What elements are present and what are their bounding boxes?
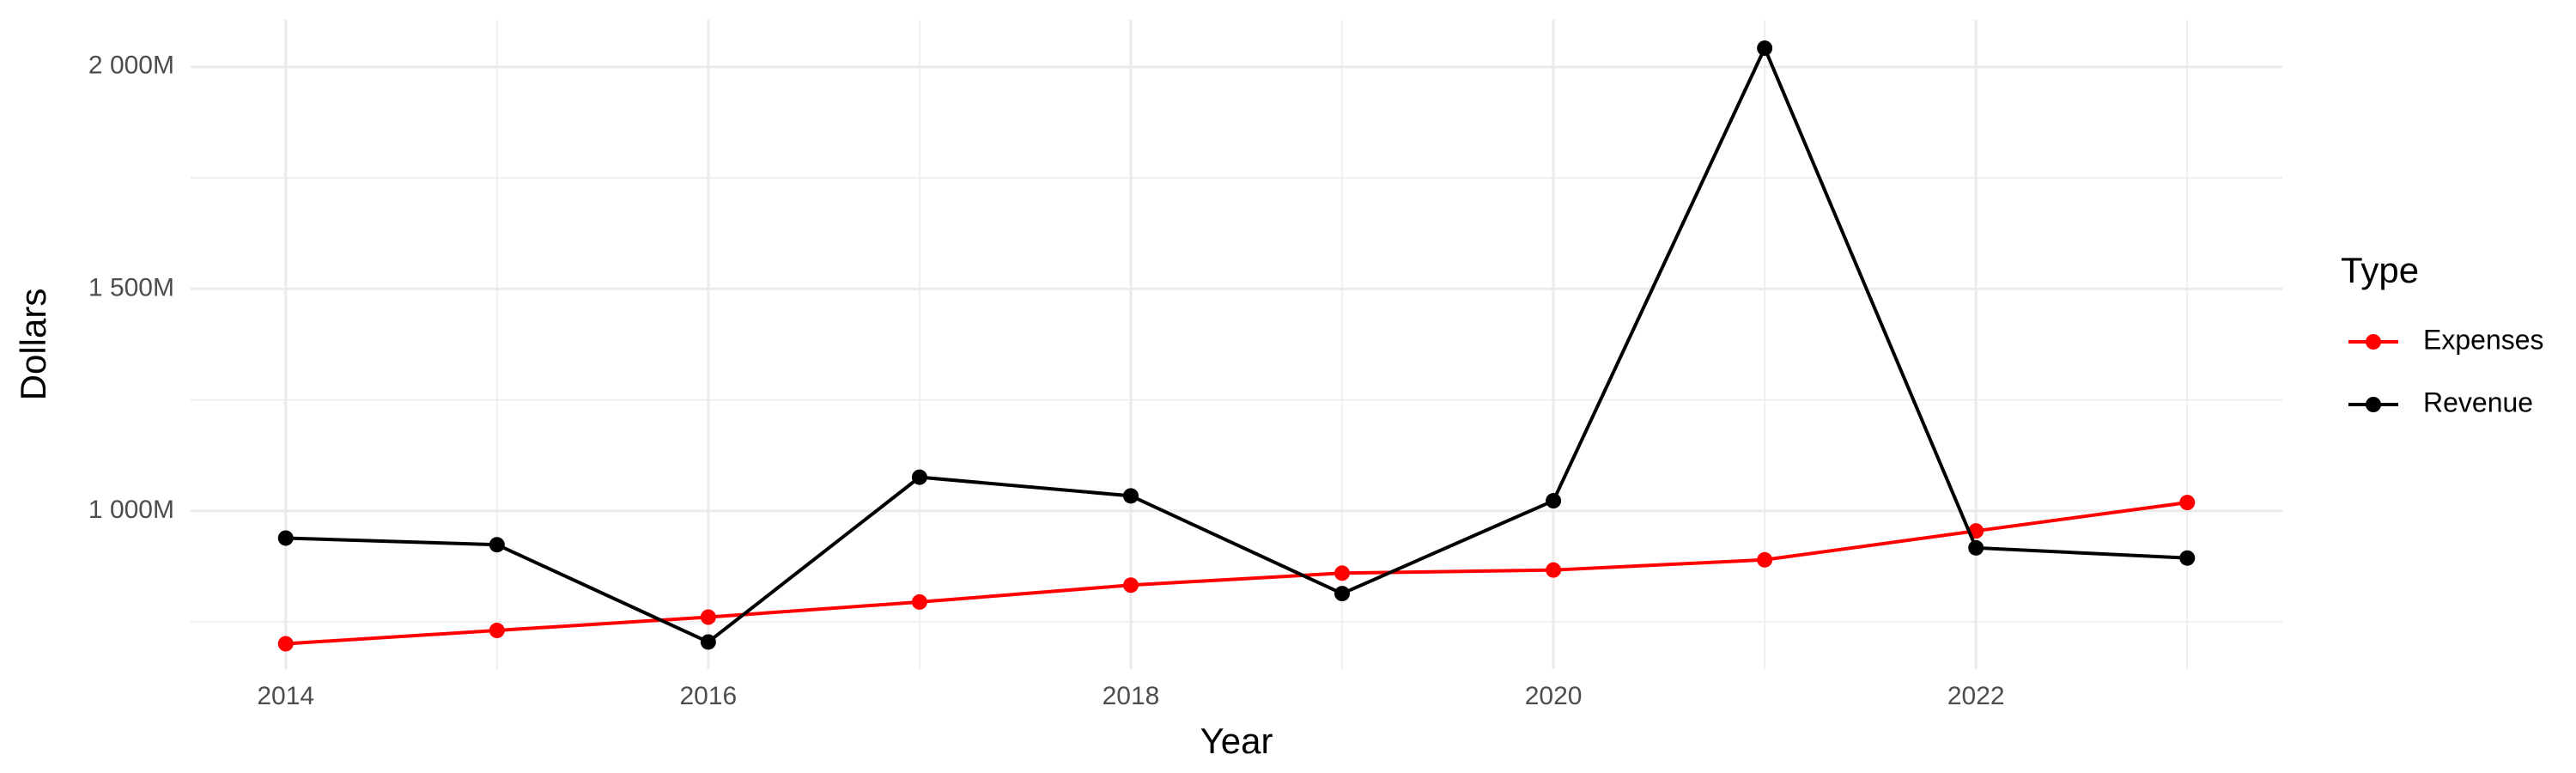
point — [1334, 586, 1351, 602]
point — [489, 623, 505, 639]
point — [2179, 550, 2196, 566]
point — [1757, 40, 1773, 57]
point — [1968, 539, 1984, 556]
x-tick-label: 2016 — [679, 682, 737, 710]
y-tick-label: 2 000M — [88, 52, 174, 80]
point — [1546, 562, 1562, 578]
point — [1122, 488, 1139, 504]
point — [277, 530, 294, 546]
point — [2179, 495, 2196, 511]
point — [911, 593, 927, 610]
point — [700, 609, 716, 625]
point — [911, 469, 927, 485]
point — [1757, 551, 1773, 568]
y-tick-label: 1 000M — [88, 496, 174, 524]
legend-title: Type — [2341, 250, 2419, 290]
point — [1546, 493, 1562, 509]
series-line — [285, 44, 2188, 644]
y-tick-label: 1 500M — [88, 273, 174, 301]
point — [489, 537, 505, 553]
legend-label: Revenue — [2423, 386, 2533, 417]
legend-point — [2366, 334, 2381, 350]
point — [700, 634, 716, 650]
x-tick-label: 2022 — [1947, 682, 2005, 710]
point — [277, 636, 294, 652]
x-axis-title: Year — [1200, 721, 1273, 761]
point — [1122, 577, 1139, 593]
x-tick-label: 2014 — [257, 682, 314, 710]
x-tick-label: 2020 — [1525, 682, 1583, 710]
x-tick-label: 2018 — [1103, 682, 1160, 710]
point — [1334, 565, 1351, 581]
series-line — [285, 501, 2188, 646]
legend-label: Expenses — [2423, 324, 2544, 355]
legend-point — [2366, 397, 2381, 412]
y-axis-title: Dollars — [13, 289, 53, 401]
